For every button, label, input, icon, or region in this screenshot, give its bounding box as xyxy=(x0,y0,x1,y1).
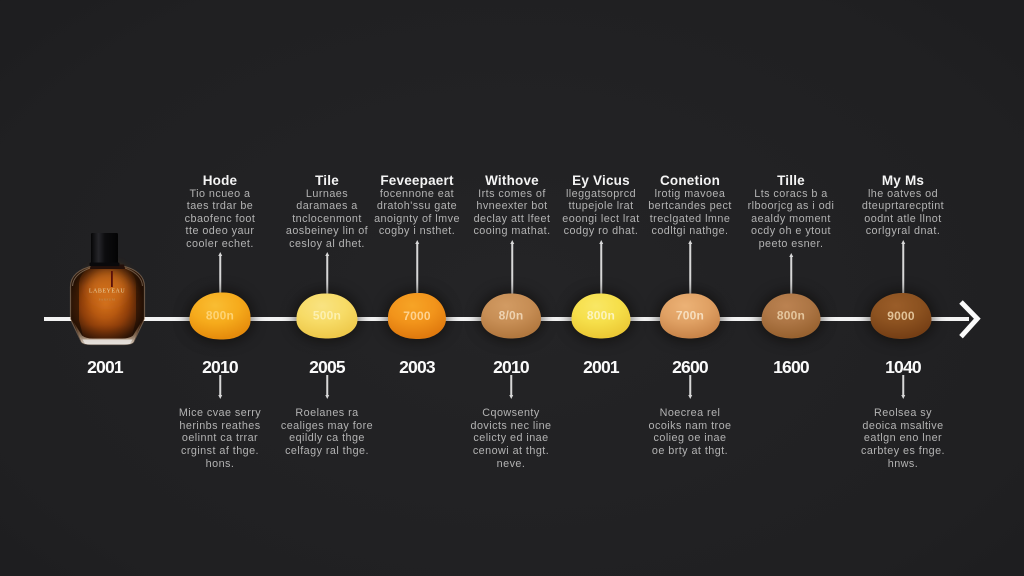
svg-text:LABEYEAU: LABEYEAU xyxy=(89,289,125,295)
svg-text:PARFUM: PARFUM xyxy=(99,298,116,302)
